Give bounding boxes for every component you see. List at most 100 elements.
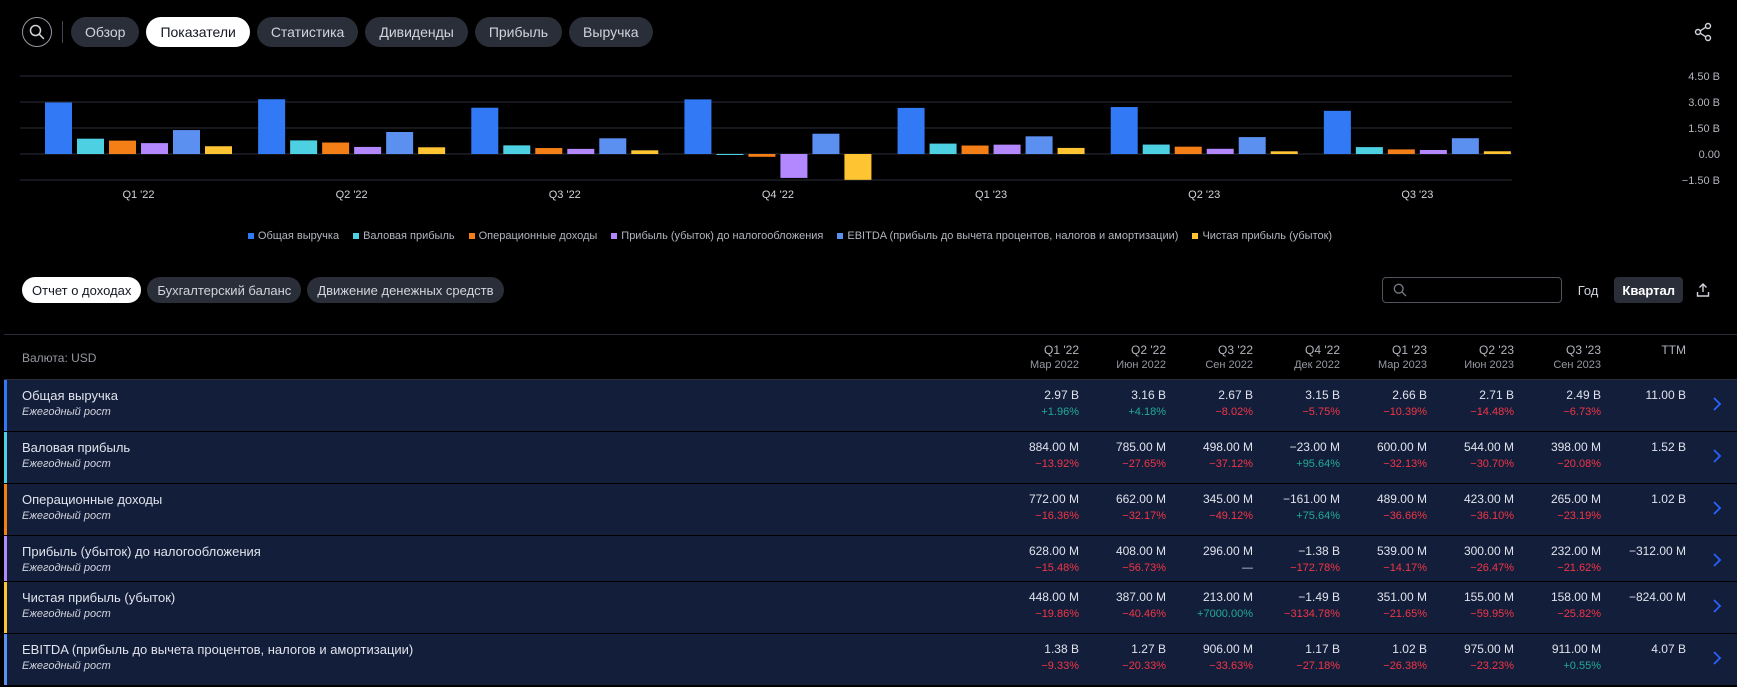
- row-expand-button[interactable]: [1709, 498, 1725, 518]
- column-header-3: Q4 '22 Дек 2022: [1250, 343, 1340, 371]
- bar-ebitda[interactable]: [812, 133, 840, 154]
- tab-0[interactable]: Обзор: [71, 17, 140, 47]
- bar-net[interactable]: [1483, 151, 1511, 154]
- bar-ebitda[interactable]: [1025, 136, 1053, 154]
- bar-revenue[interactable]: [897, 107, 925, 154]
- row-expand-button[interactable]: [1709, 596, 1725, 616]
- bar-ebitda[interactable]: [386, 131, 414, 154]
- table-row[interactable]: EBITDA (прибыль до вычета процентов, нал…: [4, 634, 1737, 686]
- tab-1[interactable]: Показатели: [146, 17, 250, 47]
- bar-net[interactable]: [1057, 147, 1085, 154]
- bar-net[interactable]: [631, 150, 659, 154]
- bar-revenue[interactable]: [45, 102, 72, 154]
- bar-gross[interactable]: [716, 154, 744, 155]
- cell-growth: +7000.00%: [1197, 608, 1253, 620]
- cell-growth: +4.18%: [1128, 406, 1166, 418]
- legend-item-ebitda[interactable]: EBITDA (прибыль до вычета процентов, нал…: [837, 230, 1178, 242]
- bar-operating[interactable]: [961, 145, 989, 154]
- bar-gross[interactable]: [1355, 147, 1383, 154]
- table-row[interactable]: Валовая прибыль Ежегодный рост 884.00 M −13…: [4, 432, 1737, 484]
- period-quarter-button[interactable]: Квартал: [1614, 277, 1683, 303]
- cell-value: 387.00 M: [1115, 590, 1166, 604]
- cell-value: 296.00 M: [1202, 544, 1253, 558]
- statement-tab-0[interactable]: Отчет о доходах: [22, 277, 142, 303]
- table-header: Валюта: USD Q1 '22 Мар 2022 Q2 '22 Июн 2022…: [4, 335, 1737, 380]
- export-button[interactable]: [1691, 277, 1715, 303]
- row-expand-button[interactable]: [1709, 394, 1725, 414]
- cell-growth: +0.55%: [1563, 660, 1601, 672]
- bar-net[interactable]: [205, 146, 232, 154]
- bar-revenue[interactable]: [684, 99, 712, 154]
- row-expand-button[interactable]: [1709, 446, 1725, 466]
- table-row[interactable]: Операционные доходы Ежегодный рост 772.00 …: [4, 484, 1737, 536]
- x-tick-label: Q4 '22: [762, 189, 794, 201]
- legend-item-net[interactable]: Чистая прибыль (убыток): [1192, 230, 1332, 242]
- legend-item-pretax[interactable]: Прибыль (убыток) до налогообложения: [611, 230, 823, 242]
- bar-gross[interactable]: [503, 145, 531, 154]
- bar-revenue[interactable]: [258, 99, 286, 154]
- cell-growth: −25.82%: [1557, 608, 1601, 620]
- tab-5[interactable]: Выручка: [569, 17, 653, 47]
- bar-net[interactable]: [1270, 151, 1298, 154]
- bar-revenue[interactable]: [1110, 107, 1138, 154]
- bar-net[interactable]: [844, 154, 872, 180]
- search-input[interactable]: [1412, 282, 1553, 298]
- bar-pretax[interactable]: [1206, 148, 1234, 154]
- statement-tab-2[interactable]: Движение денежных средств: [307, 277, 504, 303]
- bar-revenue[interactable]: [471, 107, 499, 154]
- bar-operating[interactable]: [748, 154, 776, 157]
- cell-value: 600.00 M: [1376, 440, 1427, 454]
- share-button[interactable]: [1691, 20, 1715, 44]
- cell-growth: −40.46%: [1122, 608, 1166, 620]
- statement-tab-1[interactable]: Бухгалтерский баланс: [147, 277, 302, 303]
- tab-3[interactable]: Дивиденды: [365, 17, 468, 47]
- bar-pretax[interactable]: [354, 146, 382, 154]
- x-tick-label: Q1 '23: [975, 189, 1007, 201]
- cell-value: 448.00 M: [1028, 590, 1079, 604]
- cell-value: 911.00 M: [1551, 642, 1601, 656]
- tab-2[interactable]: Статистика: [256, 17, 359, 47]
- cell-growth: −23.19%: [1557, 510, 1601, 522]
- bar-pretax[interactable]: [1419, 149, 1447, 154]
- search-button[interactable]: [22, 17, 52, 47]
- table-row[interactable]: Чистая прибыль (убыток) Ежегодный рост 448…: [4, 582, 1737, 634]
- table-row[interactable]: Общая выручка Ежегодный рост 2.97 B +1.96% 3…: [4, 380, 1737, 432]
- bar-ebitda[interactable]: [599, 138, 627, 154]
- bar-ebitda[interactable]: [1238, 137, 1266, 154]
- y-tick-label: −1.50 B: [1682, 175, 1720, 187]
- bar-operating[interactable]: [535, 148, 563, 154]
- bar-operating[interactable]: [1174, 146, 1202, 154]
- bar-pretax[interactable]: [141, 143, 168, 154]
- bar-revenue[interactable]: [1323, 110, 1351, 154]
- bar-ebitda[interactable]: [173, 130, 200, 154]
- period-year-button[interactable]: Год: [1577, 282, 1599, 298]
- table-row[interactable]: Прибыль (убыток) до налогообложения Ежего…: [4, 536, 1737, 582]
- bar-net[interactable]: [418, 147, 446, 154]
- legend-item-revenue[interactable]: Общая выручка: [247, 230, 339, 242]
- bar-pretax[interactable]: [780, 154, 808, 178]
- cell-value: 345.00 M: [1202, 492, 1253, 506]
- bar-operating[interactable]: [1387, 149, 1415, 154]
- bar-gross[interactable]: [77, 138, 104, 154]
- row-expand-button[interactable]: [1709, 648, 1725, 668]
- cell-growth: −10.39%: [1383, 406, 1427, 418]
- table-search[interactable]: [1381, 277, 1562, 303]
- cell-value: 11.00 B: [1645, 388, 1686, 402]
- cell-growth: −13.92%: [1035, 458, 1079, 470]
- bar-pretax[interactable]: [567, 148, 595, 154]
- row-accent: [4, 536, 7, 581]
- row-subtitle: Ежегодный рост: [22, 562, 111, 574]
- bar-gross[interactable]: [290, 140, 318, 154]
- bar-gross[interactable]: [1142, 144, 1170, 154]
- bar-pretax[interactable]: [993, 144, 1021, 154]
- bar-operating[interactable]: [322, 142, 350, 154]
- row-expand-button[interactable]: [1709, 550, 1725, 570]
- bar-operating[interactable]: [109, 140, 136, 154]
- legend-label: Операционные доходы: [478, 230, 598, 242]
- cell-growth: −3134.78%: [1284, 608, 1340, 620]
- bar-ebitda[interactable]: [1451, 138, 1479, 154]
- tab-4[interactable]: Прибыль: [474, 17, 563, 47]
- legend-item-gross[interactable]: Валовая прибыль: [353, 230, 455, 242]
- bar-gross[interactable]: [929, 143, 957, 154]
- legend-item-operating[interactable]: Операционные доходы: [468, 230, 598, 242]
